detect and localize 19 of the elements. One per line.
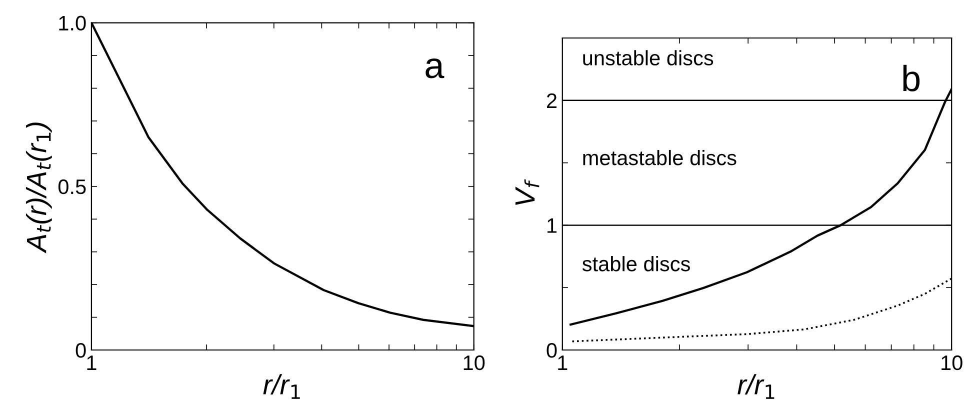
annotation: unstable discs: [583, 50, 714, 66]
x-tick-label: 1: [558, 356, 568, 370]
annotation: a: [426, 58, 444, 78]
x-axis-title: r/r$_{1}$: [738, 374, 774, 399]
x-tick-label: 1: [87, 356, 96, 370]
y-axis-title: V$_{f}$: [515, 179, 540, 205]
y-axis-title: A$_{t}$(r)/A$_{t}$(r$_{1}$): [26, 122, 52, 254]
y-tick-label: 0.5: [58, 179, 86, 194]
y-tick-label: 2: [546, 93, 556, 108]
x-tick-label: 10: [942, 355, 962, 370]
annotation: b: [903, 64, 920, 92]
annotation: metastable discs: [583, 150, 736, 166]
x-axis-title: r/r$_{1}$: [263, 374, 300, 399]
annotation: stable discs: [582, 256, 690, 272]
y-tick-label: 0: [546, 343, 557, 358]
y-tick-label: 0: [76, 343, 86, 358]
y-tick-label: 1: [548, 218, 557, 233]
y-tick-label: 1.0: [59, 16, 86, 31]
x-tick-label: 10: [464, 355, 485, 370]
